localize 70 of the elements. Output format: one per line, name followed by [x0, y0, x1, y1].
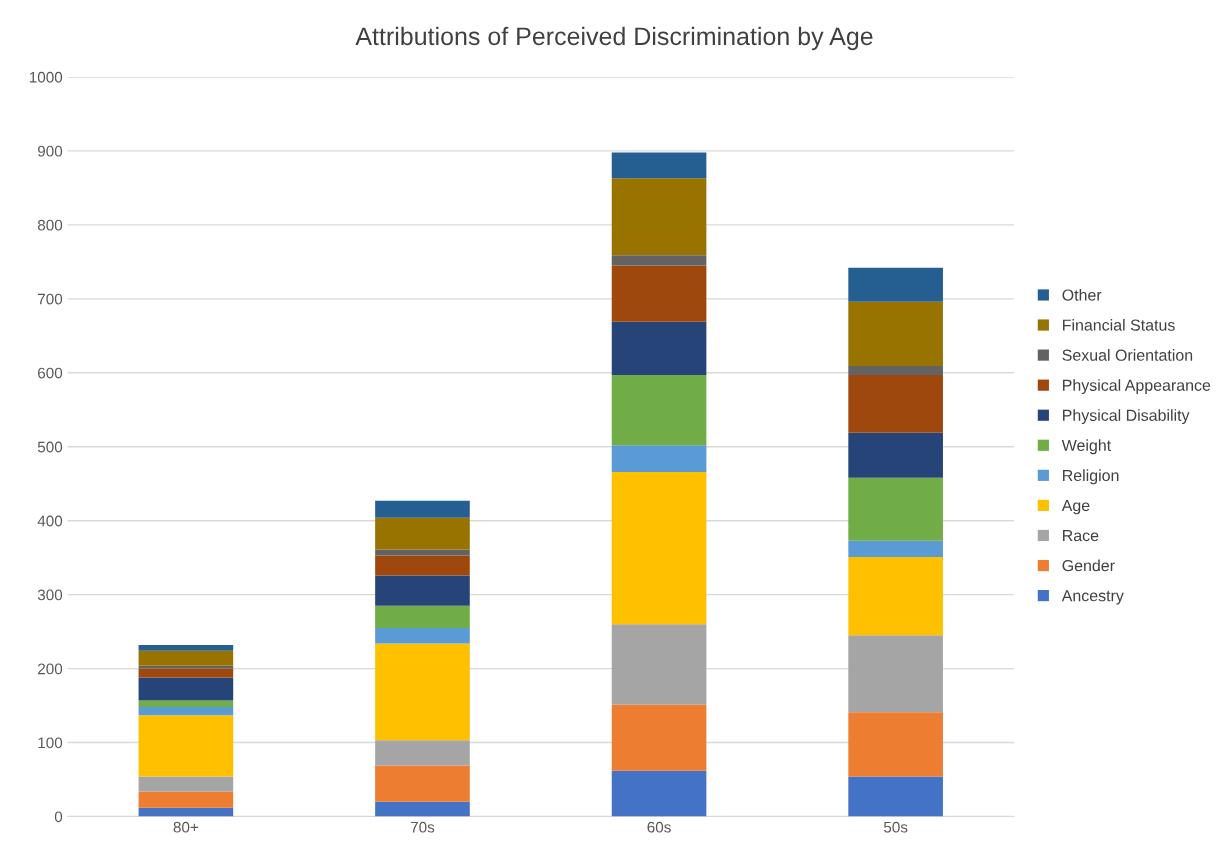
bar [848, 432, 943, 478]
bar [375, 517, 470, 550]
x-tick-label: 50s [883, 821, 908, 833]
chart-title: Attributions of Perceived Discrimination by Age [355, 26, 873, 51]
legend-label: Physical Appearance [1063, 379, 1211, 395]
bar [138, 677, 234, 701]
y-tick-label: 900 [37, 145, 63, 157]
y-tick-label: 700 [38, 293, 63, 305]
bar [375, 627, 470, 644]
bar [375, 643, 470, 741]
bar [611, 471, 707, 625]
bar [848, 375, 943, 433]
bar [848, 267, 943, 302]
bar [848, 712, 943, 777]
bar [138, 668, 234, 678]
bar [375, 605, 470, 628]
bar [611, 770, 707, 817]
bar [375, 740, 470, 766]
bar [138, 791, 234, 808]
bar [375, 500, 470, 518]
bar [138, 707, 234, 716]
x-tick-label: 80+ [173, 821, 199, 833]
bar [848, 635, 943, 713]
bar [138, 776, 234, 792]
y-tick-label: 200 [38, 663, 63, 675]
legend-label: Religion [1063, 469, 1119, 485]
y-tick-label: 300 [37, 589, 63, 601]
bar [611, 255, 707, 266]
y-tick-label: 100 [38, 737, 63, 749]
bar [611, 624, 707, 705]
y-tick-label: 600 [38, 367, 63, 379]
bar [138, 700, 234, 708]
bar [611, 704, 707, 771]
bar [848, 301, 943, 367]
bar [848, 556, 943, 636]
bar [611, 265, 707, 322]
bar [138, 715, 234, 777]
y-tick-label: 1000 [29, 71, 63, 83]
y-tick-label: 800 [37, 219, 63, 231]
bar [848, 366, 943, 375]
bar [611, 321, 707, 375]
legend-label: Weight [1061, 439, 1112, 455]
legend-label: Gender [1062, 559, 1115, 572]
legend-label: Financial Status [1063, 319, 1175, 331]
legend-label: Sexual Orientation [1062, 349, 1193, 361]
bar [375, 575, 470, 606]
x-tick-label: 70s [410, 821, 435, 833]
x-tick-label: 60s [647, 821, 671, 833]
legend-label: Age [1061, 500, 1090, 515]
bar [611, 445, 707, 472]
bar [138, 807, 234, 817]
bar [375, 801, 470, 817]
legend-label: Ancestry [1061, 590, 1124, 605]
bar [611, 152, 707, 179]
legend-label: Physical Disability [1063, 409, 1190, 425]
bar [138, 665, 234, 669]
bar [375, 765, 470, 802]
bar [138, 644, 234, 651]
y-tick-label: 500 [37, 441, 63, 453]
y-tick-label: 0 [54, 811, 63, 823]
legend-label: Other [1062, 288, 1102, 301]
bar [611, 375, 707, 446]
bar [848, 540, 943, 557]
legend-label: Race [1063, 530, 1099, 542]
bar [138, 650, 234, 666]
bar [375, 555, 470, 576]
bar [611, 178, 707, 256]
y-tick-label: 400 [37, 515, 63, 527]
bar [848, 776, 943, 817]
bar [848, 477, 943, 541]
